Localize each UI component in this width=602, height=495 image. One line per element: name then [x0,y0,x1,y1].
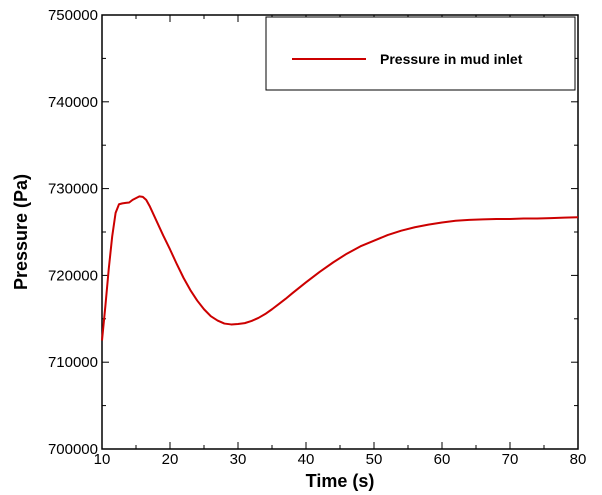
y-tick-label: 750000 [48,7,98,24]
x-tick-label: 80 [570,451,587,468]
axis-tick-labels: 10 20 30 40 50 60 70 80 700000 710000 720000 730000… [48,7,586,468]
y-axis-title: Pressure (Pa) [11,174,31,290]
y-tick-label: 730000 [48,181,98,198]
legend: Pressure in mud inlet [265,16,576,91]
x-tick-label: 20 [162,451,179,468]
legend-box [265,16,576,91]
legend-label: Pressure in mud inlet [380,51,523,67]
x-tick-label: 10 [94,451,111,468]
x-tick-label: 30 [230,451,247,468]
y-tick-label: 700000 [48,441,98,458]
x-tick-label: 40 [298,451,315,468]
x-tick-label: 60 [434,451,451,468]
series-line-pressure-in-mud-inlet [101,195,579,341]
y-tick-label: 720000 [48,267,98,284]
y-tick-label: 740000 [48,94,98,111]
y-tick-label: 710000 [48,354,98,371]
x-tick-label: 70 [502,451,519,468]
x-tick-label: 50 [366,451,383,468]
x-axis-title: Time (s) [306,471,375,491]
